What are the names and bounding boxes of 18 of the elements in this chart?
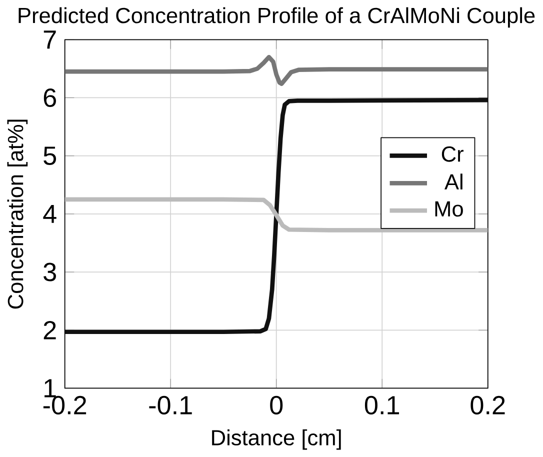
x-axis-title: Distance [cm]	[212, 429, 341, 450]
x-tick-label: 0.2	[470, 396, 505, 414]
legend-label: Al	[444, 174, 462, 190]
y-tick-label: 4	[43, 204, 56, 223]
x-tick-label: -0.1	[149, 396, 192, 414]
y-tick-label: 2	[44, 321, 56, 340]
y-tick-label: 1	[44, 379, 56, 398]
x-tick-label: -0.2	[43, 396, 86, 414]
y-tick-label: 5	[44, 146, 56, 165]
y-tick-label: 6	[44, 88, 56, 107]
legend-label: Cr	[442, 146, 464, 162]
x-tick-label: 0	[270, 396, 283, 414]
x-tick-label: 0.1	[364, 396, 400, 414]
y-axis-title: Concentration [at%]	[7, 120, 28, 309]
y-tick-label: 3	[44, 262, 56, 282]
legend-label: Mo	[435, 201, 463, 217]
y-tick-label: 7	[44, 30, 56, 49]
chart-title: Predicted Concentration Profile of a CrAlMoNi Couple	[18, 7, 535, 28]
